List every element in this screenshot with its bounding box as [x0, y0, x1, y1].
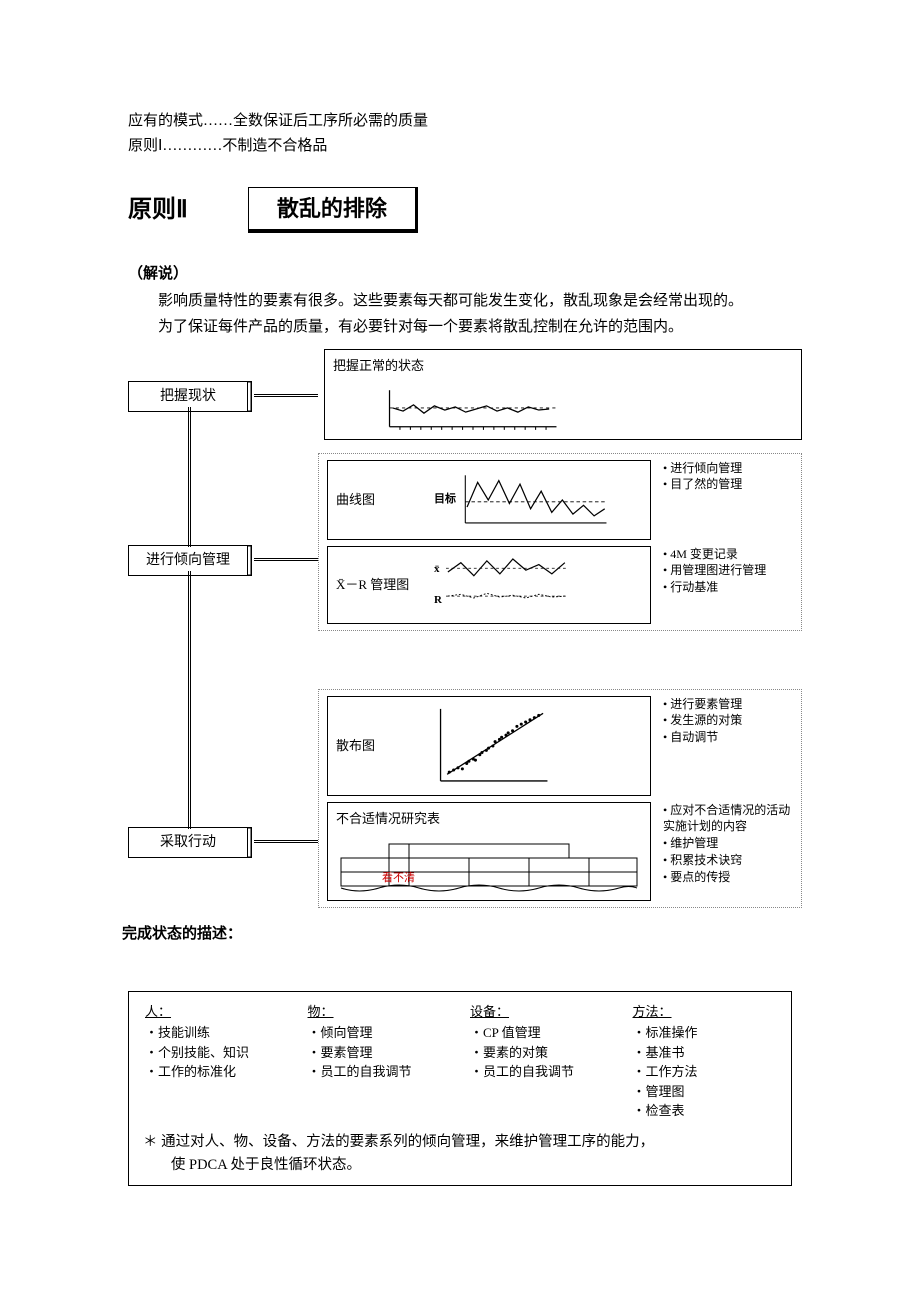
step-box-3: 采取行动: [128, 827, 248, 858]
fourm-head: 物：: [308, 1002, 451, 1022]
fourm-head: 设备：: [470, 1002, 613, 1022]
connector-h1: [254, 394, 318, 397]
fourm-col-machine: 设备： CP 值管理 要素的对策 员工的自我调节: [470, 1002, 613, 1121]
fourm-row: 要素的对策: [470, 1043, 613, 1063]
chart-curve: [460, 467, 610, 533]
fourm-row: CP 值管理: [470, 1023, 613, 1043]
fourm-row: 管理图: [633, 1082, 776, 1102]
fourm-row: 个别技能、知识: [145, 1043, 288, 1063]
fourm-col-material: 物： 倾向管理 要素管理 员工的自我调节: [308, 1002, 451, 1121]
illegible-note: 看不清: [382, 870, 415, 887]
g3a-bullets: 进行要素管理 发生源的对策 自动调节: [661, 696, 793, 796]
bullet: 行动基准: [663, 579, 793, 596]
flow-diagram: 把握现状 进行倾向管理 采取行动 把握正常的状态: [128, 345, 792, 965]
g3b-title: 不合适情况研究表: [336, 809, 440, 829]
detail-group-1: 把握正常的状态: [318, 349, 802, 441]
fourm-row: 工作方法: [633, 1062, 776, 1082]
connector-v1: [188, 407, 191, 547]
four-m-columns: 人： 技能训练 个别技能、知识 工作的标准化 物： 倾向管理 要素管理 员工的自…: [139, 1002, 781, 1121]
g3b-bullets: 应对不合适情况的活动实施计划的内容 维护管理 积累技术诀窍 要点的传授: [661, 802, 793, 902]
principle-number: 原则Ⅱ: [128, 192, 188, 228]
explain-p2: 为了保证每件产品的质量，有必要针对每一个要素将散乱控制在允许的范围内。: [128, 316, 792, 339]
detail-group-2: 曲线图 目标 进行倾向管理 目了然的管理 X̄－R 管理图: [318, 453, 802, 631]
chart-xbar-r: [446, 553, 576, 617]
bullet: 应对不合适情况的活动实施计划的内容: [663, 802, 793, 836]
fourm-note-2: 使 PDCA 处于良性循环状态。: [139, 1154, 781, 1177]
principle-header: 原则Ⅱ 散乱的排除: [128, 187, 792, 233]
g3a-title: 散布图: [336, 736, 424, 756]
bullet: 积累技术诀窍: [663, 852, 793, 869]
fourm-note-1: ＊ 通过对人、物、设备、方法的要素系列的倾向管理，来维护管理工序的能力，: [139, 1131, 781, 1154]
explain-p1: 影响质量特性的要素有很多。这些要素每天都可能发生变化，散乱现象是会经常出现的。: [128, 290, 792, 313]
bullet: 维护管理: [663, 835, 793, 852]
fourm-row: 员工的自我调节: [308, 1062, 451, 1082]
r-label: R: [434, 592, 442, 609]
fourm-row: 员工的自我调节: [470, 1062, 613, 1082]
fourm-head: 方法：: [633, 1002, 776, 1022]
g2a-target-label: 目标: [434, 491, 456, 508]
connector-h3: [254, 840, 318, 843]
bullet: 自动调节: [663, 729, 793, 746]
fourm-row: 要素管理: [308, 1043, 451, 1063]
fourm-col-method: 方法： 标准操作 基准书 工作方法 管理图 检查表: [633, 1002, 776, 1121]
g2a-bullets: 进行倾向管理 目了然的管理: [661, 460, 793, 540]
chart-scatter: [434, 703, 554, 789]
bullet: 发生源的对策: [663, 712, 793, 729]
bullet: 4M 变更记录: [663, 546, 793, 563]
detail-group-3: 散布图 进行要素管理 发生源的对策 自动调节 不合适情况研究表: [318, 689, 802, 909]
connector-v2: [188, 571, 191, 829]
intro-line-2: 原则Ⅰ…………不制造不合格品: [128, 135, 792, 158]
detail-box-study-table: 不合适情况研究表 看不清: [327, 802, 651, 902]
fourm-row: 标准操作: [633, 1023, 776, 1043]
detail-box-normal-state: 把握正常的状态: [324, 349, 802, 441]
fourm-row: 检查表: [633, 1101, 776, 1121]
four-m-box: 人： 技能训练 个别技能、知识 工作的标准化 物： 倾向管理 要素管理 员工的自…: [128, 991, 792, 1186]
xbar-label: x̄: [434, 561, 442, 578]
detail-box-xbar-r: X̄－R 管理图 x̄ R: [327, 546, 651, 624]
bullet: 进行倾向管理: [663, 460, 793, 477]
fourm-col-people: 人： 技能训练 个别技能、知识 工作的标准化: [145, 1002, 288, 1121]
bullet: 要点的传授: [663, 869, 793, 886]
bullet: 目了然的管理: [663, 476, 793, 493]
g2b-bullets: 4M 变更记录 用管理图进行管理 行动基准: [661, 546, 793, 624]
fourm-row: 基准书: [633, 1043, 776, 1063]
fourm-row: 工作的标准化: [145, 1062, 288, 1082]
g2a-title: 曲线图: [336, 490, 424, 510]
connector-h2: [254, 558, 318, 561]
fourm-row: 技能训练: [145, 1023, 288, 1043]
final-state-label: 完成状态的描述：: [122, 923, 242, 946]
principle-title: 散乱的排除: [248, 187, 418, 233]
bullet: 用管理图进行管理: [663, 562, 793, 579]
bullet: 进行要素管理: [663, 696, 793, 713]
fourm-head: 人：: [145, 1002, 288, 1022]
detail-box-curve: 曲线图 目标: [327, 460, 651, 540]
g1-title: 把握正常的状态: [333, 356, 424, 376]
intro-line-1: 应有的模式……全数保证后工序所必需的质量: [128, 110, 792, 133]
explain-label: （解说）: [128, 263, 792, 286]
g2b-title: X̄－R 管理图: [336, 575, 424, 595]
detail-box-scatter: 散布图: [327, 696, 651, 796]
chart-normal-state: [363, 385, 583, 433]
fourm-row: 倾向管理: [308, 1023, 451, 1043]
